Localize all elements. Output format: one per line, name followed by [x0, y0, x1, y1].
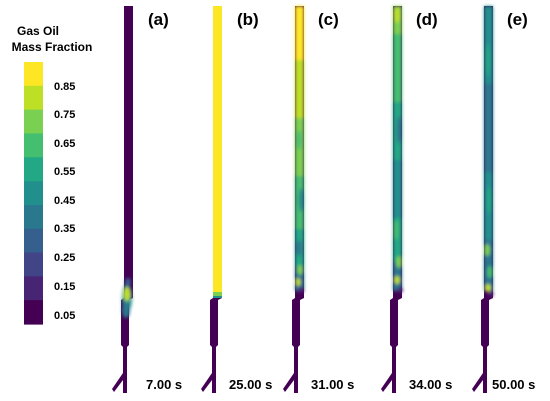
time-label: 34.00 s: [409, 377, 452, 392]
panel-b: (b) 25.00 s: [201, 6, 272, 393]
panel-a: (a) 7.00 s: [112, 6, 182, 393]
tick-label: 0.05: [54, 310, 75, 322]
riser-contour: [112, 6, 133, 393]
reactor-panels: (a) 7.00 s (b) 25.00 s: [112, 6, 535, 393]
colorbar-segment: [24, 300, 43, 325]
panel-d: (d) 34.00 s: [381, 6, 452, 393]
tick-label: 0.25: [54, 252, 75, 264]
colorbar-segment: [24, 276, 43, 301]
time-label: 25.00 s: [229, 377, 272, 392]
colorbar-segment: [24, 228, 43, 254]
colorbar-tick-labels: 0.85 0.75 0.65 0.55 0.45 0.35 0.25 0.15 …: [54, 81, 75, 322]
tick-label: 0.65: [54, 138, 75, 150]
tick-label: 0.75: [54, 109, 75, 121]
panel-label: (c): [318, 10, 339, 29]
time-label: 7.00 s: [146, 377, 182, 392]
riser-contour: [201, 6, 222, 393]
panel-c: (c) 31.00 s: [283, 6, 354, 393]
colorbar-segment: [24, 85, 43, 111]
tick-label: 0.45: [54, 195, 75, 207]
time-label: 50.00 s: [492, 377, 535, 392]
panel-e: (e) 50.00 s: [472, 6, 535, 393]
tick-label: 0.85: [54, 81, 75, 93]
colorbar-segment: [24, 133, 43, 158]
colorbar-segment: [24, 252, 43, 277]
riser-contour: [283, 6, 304, 393]
tick-label: 0.35: [54, 223, 75, 235]
riser-contour: [381, 6, 403, 393]
legend: Gas Oil Mass Fraction 0.85 0.75 0.65 0.5…: [12, 24, 93, 325]
colorbar-segment: [24, 62, 43, 87]
panel-label: (d): [416, 10, 438, 29]
colorbar-segment: [24, 204, 43, 230]
colorbar: [24, 62, 43, 325]
tick-label: 0.55: [54, 166, 75, 178]
panel-label: (e): [507, 10, 528, 29]
legend-title-line2: Mass Fraction: [12, 40, 93, 54]
panel-label: (b): [237, 10, 259, 29]
tick-label: 0.15: [54, 281, 75, 293]
riser-contour: [472, 6, 494, 393]
colorbar-segment: [24, 181, 43, 206]
legend-title-line1: Gas Oil: [17, 24, 59, 38]
panel-label: (a): [148, 10, 169, 29]
time-label: 31.00 s: [311, 377, 354, 392]
colorbar-segment: [24, 109, 43, 135]
colorbar-segment: [24, 157, 43, 182]
